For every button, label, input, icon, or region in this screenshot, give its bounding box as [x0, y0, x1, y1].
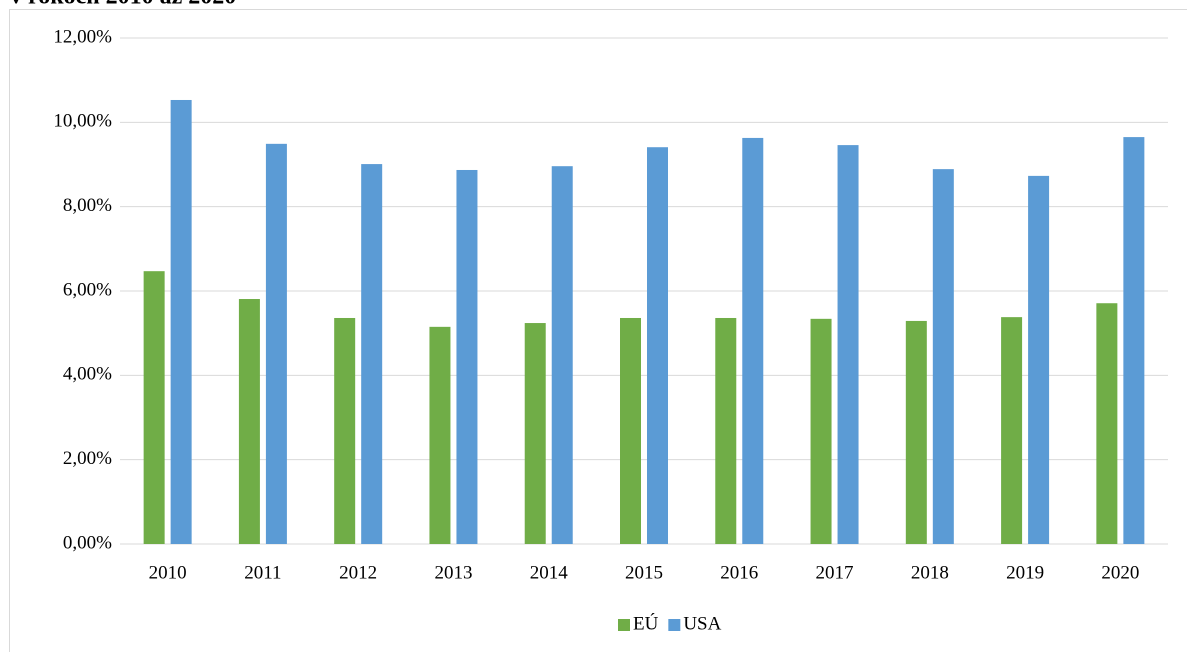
- x-tick-label: 2016: [720, 562, 758, 583]
- x-tick-label: 2019: [1006, 562, 1044, 583]
- bar: [456, 169, 478, 544]
- legend-label: EÚ: [633, 612, 659, 634]
- bar: [334, 317, 356, 544]
- bar: [647, 147, 668, 544]
- y-tick-label: 0,00%: [63, 532, 112, 553]
- x-tick-label: 2017: [816, 562, 854, 583]
- y-tick-label: 6,00%: [63, 279, 112, 300]
- x-tick-label: 2015: [625, 562, 663, 583]
- legend-swatch: [668, 619, 681, 631]
- bar: [620, 317, 641, 544]
- y-tick-label: 12,00%: [53, 26, 112, 47]
- bar: [265, 143, 287, 545]
- bar: [715, 317, 737, 544]
- bar: [905, 320, 927, 544]
- bar: [1001, 317, 1023, 544]
- bar: [361, 164, 383, 544]
- bar: [1028, 175, 1050, 544]
- legend-swatch: [618, 619, 630, 631]
- bar: [810, 318, 832, 544]
- legend-label: USA: [683, 613, 721, 634]
- bar: [932, 169, 954, 544]
- x-tick-label: 2010: [149, 562, 187, 583]
- bar: [429, 326, 451, 544]
- y-tick-label: 10,00%: [53, 111, 112, 132]
- bar: [524, 323, 546, 544]
- bar: [837, 145, 859, 544]
- y-tick-label: 4,00%: [63, 364, 112, 385]
- bar: [170, 99, 192, 545]
- y-tick-label: 2,00%: [63, 448, 112, 469]
- chart-title: v rokoch 2010 až 2020: [10, 0, 236, 10]
- bar: [1096, 303, 1118, 544]
- bar: [1123, 137, 1145, 544]
- bar: [143, 271, 165, 544]
- bar: [742, 137, 764, 544]
- chart-border: [9, 9, 1187, 652]
- bar: [238, 299, 260, 544]
- x-tick-label: 2018: [911, 562, 949, 583]
- bar: [551, 166, 573, 545]
- x-tick-label: 2012: [339, 562, 377, 583]
- x-tick-label: 2014: [530, 562, 569, 583]
- x-tick-label: 2020: [1101, 562, 1139, 583]
- y-tick-label: 8,00%: [63, 195, 112, 216]
- x-tick-label: 2011: [244, 562, 281, 583]
- x-tick-label: 2013: [434, 562, 472, 583]
